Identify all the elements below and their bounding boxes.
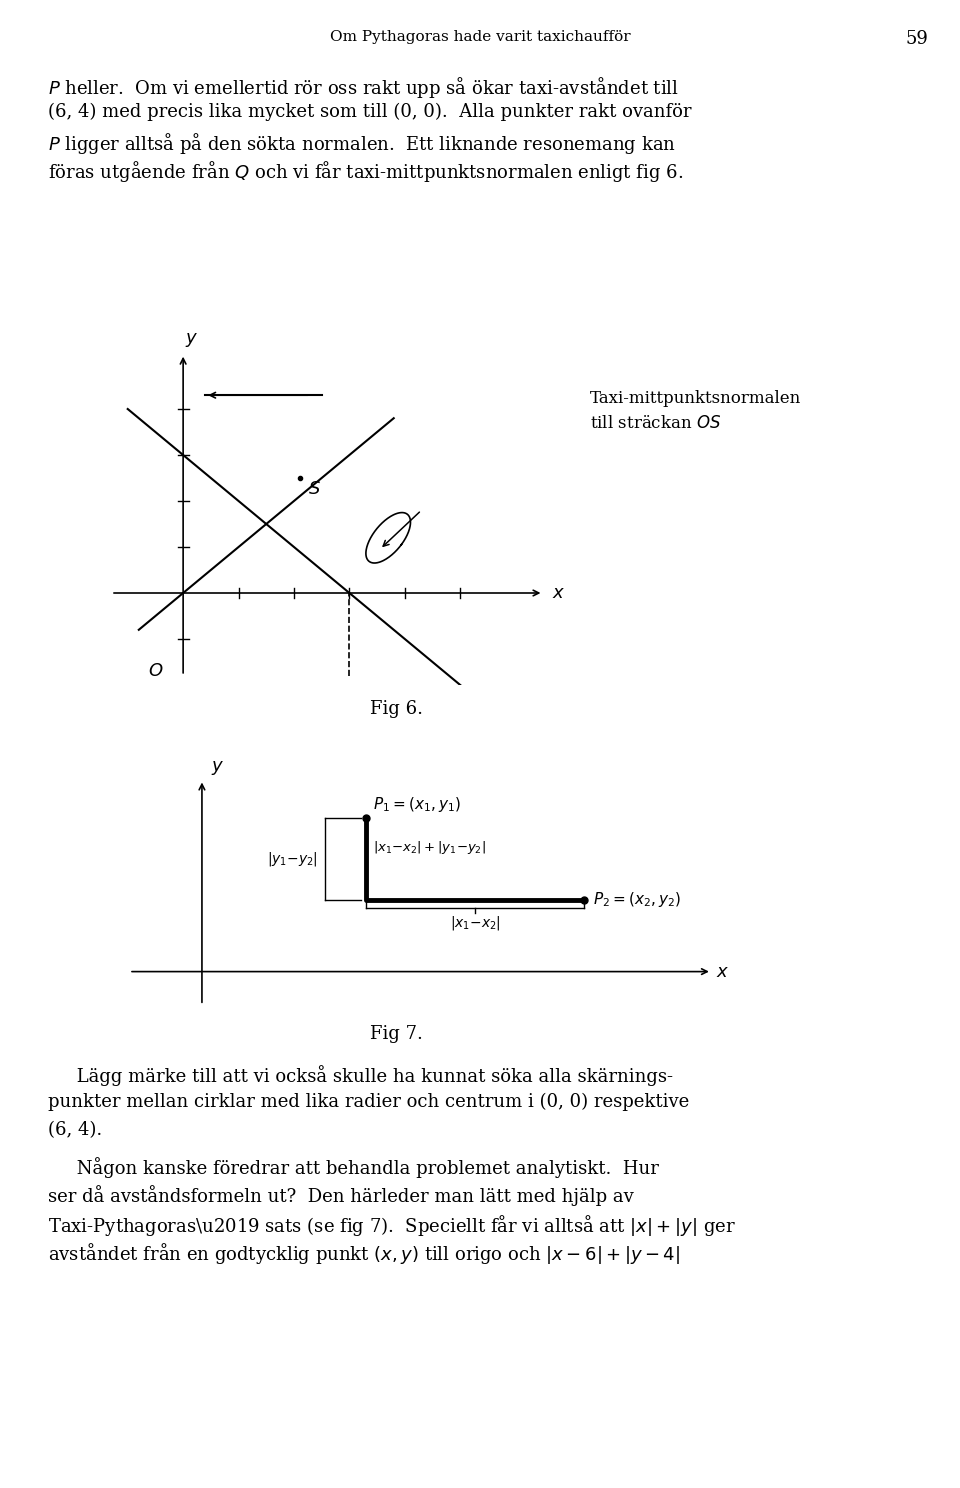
Text: $O$: $O$ — [148, 662, 163, 680]
Text: Taxi-mittpunktsnormalen: Taxi-mittpunktsnormalen — [590, 390, 802, 408]
Text: $x$: $x$ — [552, 583, 564, 603]
Text: Taxi-Pythagoras\u2019 sats (se fig 7).  Speciellt får vi alltså att $|x|+|y|$ ge: Taxi-Pythagoras\u2019 sats (se fig 7). S… — [48, 1213, 736, 1238]
Text: till sträckan $OS$: till sträckan $OS$ — [590, 415, 721, 432]
Text: $|x_1{-}x_2|$: $|x_1{-}x_2|$ — [449, 914, 500, 931]
Text: (6, 4) med precis lika mycket som till (0, 0).  Alla punkter rakt ovanför: (6, 4) med precis lika mycket som till (… — [48, 103, 691, 121]
Text: $|x_1{-}x_2|+|y_1{-}y_2|$: $|x_1{-}x_2|+|y_1{-}y_2|$ — [373, 839, 486, 857]
Text: Någon kanske föredrar att behandla problemet analytiskt.  Hur: Någon kanske föredrar att behandla probl… — [48, 1158, 659, 1178]
Text: (6, 4).: (6, 4). — [48, 1120, 103, 1138]
Text: $S$: $S$ — [308, 481, 321, 498]
Text: Lägg märke till att vi också skulle ha kunnat söka alla skärnings-: Lägg märke till att vi också skulle ha k… — [48, 1065, 673, 1086]
Text: $y$: $y$ — [211, 759, 225, 777]
Text: $|y_1{-}y_2|$: $|y_1{-}y_2|$ — [267, 850, 318, 868]
Text: $P$ ligger alltså på den sökta normalen.  Ett liknande resonemang kan: $P$ ligger alltså på den sökta normalen.… — [48, 131, 676, 156]
Text: $x$: $x$ — [716, 963, 730, 981]
Text: $P_2 = (x_2, y_2)$: $P_2 = (x_2, y_2)$ — [593, 890, 682, 909]
Text: ser då avståndsformeln ut?  Den härleder man lätt med hjälp av: ser då avståndsformeln ut? Den härleder … — [48, 1184, 634, 1205]
Text: Om Pythagoras hade varit taxichaufför: Om Pythagoras hade varit taxichaufför — [329, 30, 631, 45]
Text: $P$ heller.  Om vi emellertid rör oss rakt upp så ökar taxi-avståndet till: $P$ heller. Om vi emellertid rör oss rak… — [48, 74, 679, 100]
Text: Fig 7.: Fig 7. — [370, 1025, 422, 1043]
Text: $y$: $y$ — [184, 332, 198, 350]
Text: avståndet från en godtycklig punkt $(x, y)$ till origo och $|x-6|+|y-4|$: avståndet från en godtycklig punkt $(x, … — [48, 1241, 681, 1266]
Text: 59: 59 — [905, 30, 928, 48]
Text: $P_1 = (x_1, y_1)$: $P_1 = (x_1, y_1)$ — [373, 795, 461, 814]
Text: Fig 6.: Fig 6. — [370, 699, 423, 719]
Text: föras utgående från $Q$ och vi får taxi-mittpunktsnormalen enligt fig 6.: föras utgående från $Q$ och vi får taxi-… — [48, 159, 684, 185]
Text: punkter mellan cirklar med lika radier och centrum i (0, 0) respektive: punkter mellan cirklar med lika radier o… — [48, 1094, 689, 1112]
